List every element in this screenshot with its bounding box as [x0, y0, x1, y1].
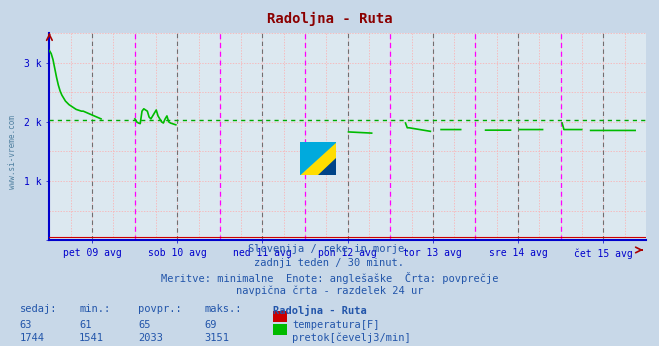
Text: 69: 69: [204, 320, 217, 330]
Text: www.si-vreme.com: www.si-vreme.com: [8, 115, 17, 189]
Text: 1744: 1744: [20, 333, 45, 343]
Text: temperatura[F]: temperatura[F]: [292, 320, 380, 330]
Text: zadnji teden / 30 minut.: zadnji teden / 30 minut.: [254, 258, 405, 268]
Text: 3151: 3151: [204, 333, 229, 343]
Text: navpična črta - razdelek 24 ur: navpična črta - razdelek 24 ur: [236, 285, 423, 296]
Text: 1541: 1541: [79, 333, 104, 343]
Text: Meritve: minimalne  Enote: anglešaške  Črta: povprečje: Meritve: minimalne Enote: anglešaške Črt…: [161, 272, 498, 284]
Text: Radoljna - Ruta: Radoljna - Ruta: [267, 12, 392, 26]
Text: pretok[čevelj3/min]: pretok[čevelj3/min]: [292, 333, 411, 343]
Text: 65: 65: [138, 320, 151, 330]
Text: sedaj:: sedaj:: [20, 304, 57, 315]
Polygon shape: [300, 142, 336, 175]
Text: 63: 63: [20, 320, 32, 330]
Text: min.:: min.:: [79, 304, 110, 315]
Text: povpr.:: povpr.:: [138, 304, 182, 315]
Text: maks.:: maks.:: [204, 304, 242, 315]
Text: Radoljna - Ruta: Radoljna - Ruta: [273, 304, 367, 316]
Text: 61: 61: [79, 320, 92, 330]
Polygon shape: [318, 158, 336, 175]
Text: 2033: 2033: [138, 333, 163, 343]
Polygon shape: [300, 142, 336, 175]
Text: Slovenija / reke in morje.: Slovenija / reke in morje.: [248, 244, 411, 254]
